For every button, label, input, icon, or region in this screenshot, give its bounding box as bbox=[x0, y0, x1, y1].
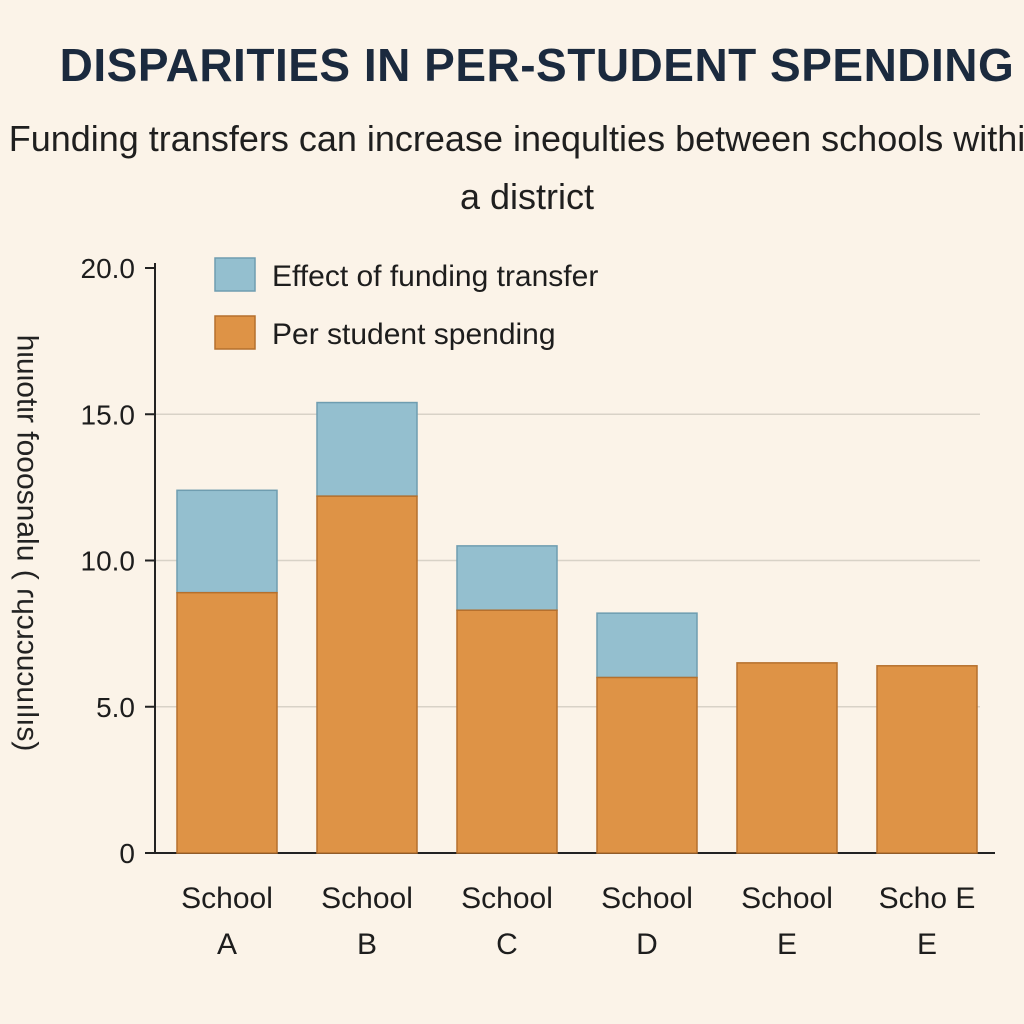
bar-segment-per-student-spending bbox=[316, 495, 418, 854]
bar-segment-per-student-spending bbox=[456, 609, 558, 854]
chart-title: DISPARITIES IN PER-STUDENT SPENDING bbox=[59, 39, 1015, 91]
y-tick-label: 15.0 bbox=[81, 399, 136, 430]
bar-segment-per-student-spending bbox=[176, 591, 278, 854]
chart-subtitle: Funding transfers can increase inequltie… bbox=[8, 118, 1024, 217]
x-category-label: E bbox=[777, 928, 797, 961]
x-category-label: School bbox=[321, 882, 413, 915]
y-tick-label: 20.0 bbox=[81, 253, 136, 284]
legend-swatch-per-student-spending bbox=[214, 315, 256, 350]
x-category-label: B bbox=[357, 928, 377, 961]
x-category-label: C bbox=[496, 928, 518, 961]
x-category-label: School bbox=[741, 882, 833, 915]
bar-segment-per-student-spending bbox=[596, 676, 698, 854]
x-category-label: School bbox=[181, 882, 273, 915]
x-category-label: School bbox=[601, 882, 693, 915]
bar-segment-per-student-spending bbox=[876, 665, 978, 854]
bar-segment-funding-transfer bbox=[456, 545, 558, 611]
x-category-label: E bbox=[917, 928, 937, 961]
x-category-label: A bbox=[217, 928, 237, 961]
legend-label-funding-transfer: Effect of funding transfer bbox=[272, 260, 598, 293]
bar-segment-funding-transfer bbox=[316, 401, 418, 497]
y-tick-label: 0 bbox=[119, 838, 135, 869]
bar-segment-per-student-spending bbox=[736, 662, 838, 854]
x-category-label: D bbox=[636, 928, 658, 961]
legend-label-per-student-spending: Per student spending bbox=[272, 318, 556, 351]
y-tick-label: 5.0 bbox=[96, 692, 135, 723]
x-category-label: Scho E bbox=[879, 882, 976, 915]
y-tick-label: 10.0 bbox=[81, 546, 136, 577]
legend-swatch-funding-transfer bbox=[214, 257, 256, 292]
x-category-label: School bbox=[461, 882, 553, 915]
bar-segment-funding-transfer bbox=[596, 612, 698, 679]
bar-segment-funding-transfer bbox=[176, 489, 278, 594]
